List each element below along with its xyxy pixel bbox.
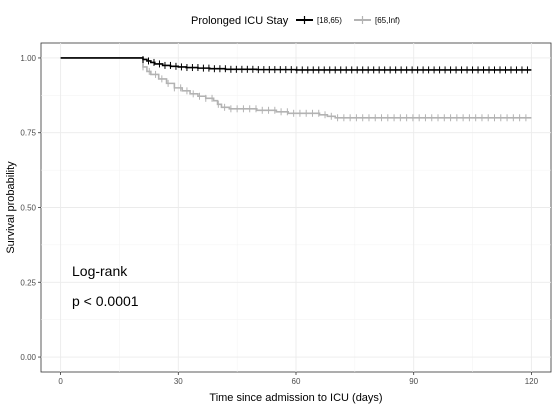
y-tick-label: 0.00 — [20, 353, 36, 362]
y-axis-title: Survival probability — [5, 161, 17, 254]
y-axis-ticks: 0.00 0.25 0.50 0.75 1.00 — [20, 54, 41, 362]
x-tick-label: 60 — [292, 377, 301, 386]
x-axis-ticks: 0 30 60 90 120 — [58, 372, 539, 386]
legend-title: Prolonged ICU Stay — [191, 15, 289, 27]
x-tick-label: 30 — [174, 377, 183, 386]
plot-panel: Log-rank p < 0.0001 — [40, 42, 552, 373]
x-axis-title: Time since admission to ICU (days) — [209, 392, 382, 404]
legend-key-65-inf — [354, 16, 371, 24]
series-65-inf — [60, 57, 532, 122]
annotation-p-value: p < 0.0001 — [72, 293, 139, 309]
legend-label-18-65: [18,65) — [317, 16, 342, 25]
x-tick-label: 0 — [58, 377, 63, 386]
x-tick-label: 120 — [525, 377, 539, 386]
annotations: Log-rank p < 0.0001 — [72, 263, 139, 309]
survival-curve-18-65 — [60, 57, 532, 71]
grid — [41, 43, 551, 372]
legend-label-65-inf: [65,Inf) — [375, 16, 400, 25]
legend-key-18-65 — [296, 16, 313, 24]
y-tick-label: 0.75 — [20, 129, 36, 138]
series-layer — [60, 55, 532, 122]
y-tick-label: 0.50 — [20, 204, 36, 213]
annotation-log-rank: Log-rank — [72, 263, 128, 279]
x-tick-label: 90 — [409, 377, 418, 386]
y-tick-label: 0.25 — [20, 278, 36, 287]
legend: Prolonged ICU Stay [18,65) [65,Inf) — [191, 15, 400, 27]
series-18-65 — [60, 55, 532, 74]
y-tick-label: 1.00 — [20, 54, 36, 63]
